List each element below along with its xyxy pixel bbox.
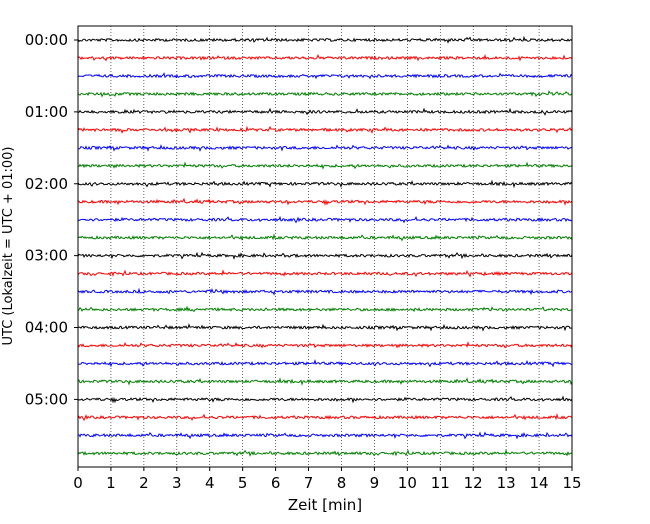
y-tick-label: 00:00 <box>25 31 68 49</box>
seismogram-trace <box>77 144 573 152</box>
seismogram-trace <box>77 359 573 368</box>
seismogram-trace <box>77 233 573 242</box>
x-tick-label: 1 <box>106 474 116 492</box>
seismogram-trace <box>77 269 573 278</box>
seismogram-trace <box>77 197 573 206</box>
x-tick-label: 9 <box>370 474 380 492</box>
seismogram-trace <box>77 215 573 224</box>
seismogram-trace <box>77 287 573 296</box>
seismogram-trace <box>77 251 573 260</box>
x-tick-label: 12 <box>464 474 483 492</box>
trace-group <box>77 35 573 457</box>
seismogram-trace <box>77 412 573 422</box>
y-axis-ticks: 00:00 01:00 02:00 03:00 04:00 05:00 <box>25 31 78 408</box>
seismogram-trace <box>77 448 573 457</box>
seismogram-trace <box>77 90 573 98</box>
seismogram-trace <box>77 179 573 189</box>
x-axis-label: Zeit [min] <box>288 496 362 514</box>
x-tick-label: 13 <box>497 474 516 492</box>
y-tick-label: 05:00 <box>25 390 68 408</box>
seismogram-trace <box>77 395 573 404</box>
x-tick-label: 0 <box>73 474 83 492</box>
seismogram-trace <box>77 53 573 62</box>
seismogram-trace <box>77 107 573 116</box>
seismogram-trace <box>77 341 573 349</box>
x-tick-label: 4 <box>205 474 215 492</box>
x-tick-label: 7 <box>304 474 314 492</box>
x-tick-label: 10 <box>398 474 417 492</box>
x-tick-label: 8 <box>337 474 347 492</box>
seismogram-trace <box>77 323 573 332</box>
x-tick-label: 3 <box>172 474 182 492</box>
x-tick-label: 2 <box>139 474 149 492</box>
seismogram-trace <box>77 377 573 386</box>
y-tick-label: 03:00 <box>25 247 68 265</box>
seismogram-trace <box>77 72 573 80</box>
x-axis-ticks: 0 1 2 3 4 5 6 7 8 9 10 11 12 13 14 15 <box>73 467 582 492</box>
x-tick-label: 5 <box>238 474 248 492</box>
x-tick-label: 11 <box>431 474 450 492</box>
seismogram-trace <box>77 431 573 440</box>
y-axis-label: UTC (Lokalzeit = UTC + 01:00) <box>1 147 16 346</box>
y-tick-label: 01:00 <box>25 103 68 121</box>
x-tick-label: 14 <box>530 474 549 492</box>
x-tick-label: 6 <box>271 474 281 492</box>
seismogram-trace <box>77 35 573 44</box>
seismogram-trace <box>77 125 573 134</box>
x-tick-label: 15 <box>562 474 581 492</box>
seismogram-trace <box>77 161 573 170</box>
plot-frame <box>77 25 573 468</box>
y-tick-label: 02:00 <box>25 175 68 193</box>
y-tick-label: 04:00 <box>25 319 68 337</box>
seismogram-trace <box>77 305 573 313</box>
